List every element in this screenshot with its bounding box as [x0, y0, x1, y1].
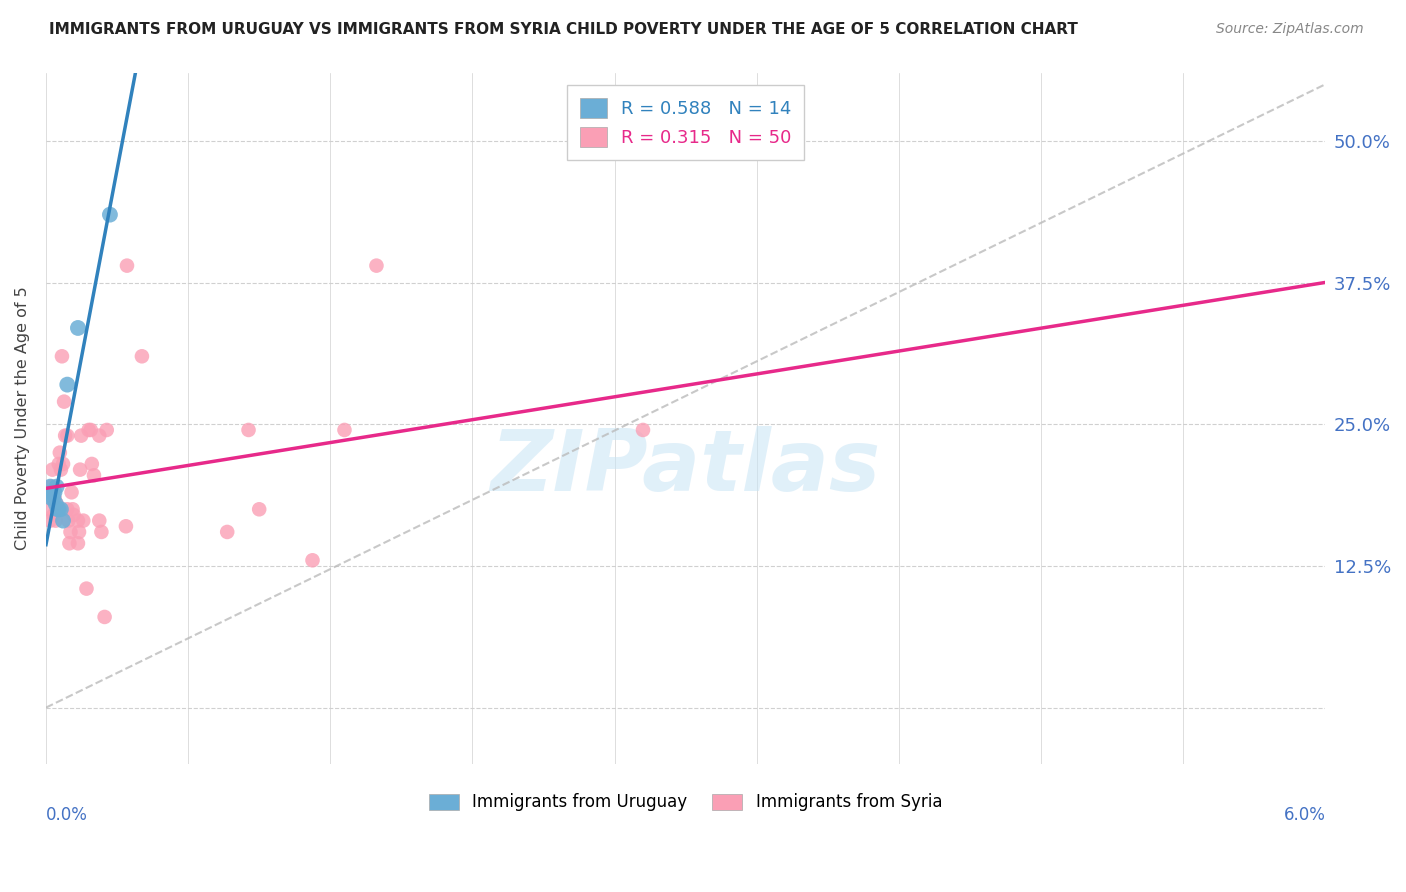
Point — [49, 445, 72, 459]
Point — [58, 536, 80, 550]
Point — [631, 423, 654, 437]
Point — [115, 519, 138, 533]
Text: 0.0%: 0.0% — [46, 805, 87, 823]
Point — [89, 514, 111, 528]
Point — [52, 457, 75, 471]
Text: 6.0%: 6.0% — [1284, 805, 1326, 823]
Point — [46, 502, 69, 516]
Point — [69, 462, 91, 476]
Point — [131, 349, 153, 363]
Point — [77, 423, 100, 437]
Point — [247, 502, 270, 516]
Point — [53, 394, 76, 409]
Point — [39, 514, 62, 528]
Point — [49, 462, 72, 476]
Point — [39, 491, 62, 505]
Y-axis label: Child Poverty Under the Age of 5: Child Poverty Under the Age of 5 — [15, 286, 30, 550]
Point — [83, 468, 105, 483]
Point — [333, 423, 356, 437]
Point — [45, 514, 67, 528]
Point — [62, 508, 84, 522]
Point — [49, 502, 72, 516]
Text: ZIPatlas: ZIPatlas — [491, 425, 880, 508]
Point — [48, 457, 70, 471]
Point — [41, 485, 63, 500]
Point — [56, 377, 79, 392]
Point — [59, 524, 82, 539]
Point — [42, 491, 65, 505]
Point — [70, 428, 93, 442]
Point — [53, 428, 76, 442]
Point — [301, 553, 323, 567]
Text: Source: ZipAtlas.com: Source: ZipAtlas.com — [1216, 22, 1364, 37]
Point — [238, 423, 260, 437]
Point — [217, 524, 239, 539]
Point — [96, 423, 118, 437]
Point — [76, 582, 98, 596]
Point — [39, 480, 62, 494]
Point — [89, 428, 111, 442]
Point — [39, 480, 62, 494]
Point — [366, 259, 388, 273]
Point — [38, 502, 60, 516]
Point — [66, 536, 89, 550]
Point — [51, 349, 73, 363]
Point — [72, 514, 94, 528]
Point — [80, 457, 103, 471]
Point — [37, 485, 59, 500]
Point — [52, 514, 75, 528]
Point — [66, 321, 89, 335]
Point — [90, 524, 112, 539]
Point — [98, 208, 121, 222]
Point — [45, 497, 67, 511]
Text: IMMIGRANTS FROM URUGUAY VS IMMIGRANTS FROM SYRIA CHILD POVERTY UNDER THE AGE OF : IMMIGRANTS FROM URUGUAY VS IMMIGRANTS FR… — [49, 22, 1078, 37]
Point — [58, 514, 80, 528]
Point — [48, 502, 70, 516]
Point — [62, 502, 84, 516]
Point — [80, 423, 103, 437]
Point — [44, 485, 66, 500]
Point — [66, 514, 89, 528]
Point — [45, 497, 67, 511]
Point — [56, 502, 79, 516]
Legend: R = 0.588   N = 14, R = 0.315   N = 50: R = 0.588 N = 14, R = 0.315 N = 50 — [567, 86, 804, 160]
Point — [56, 428, 79, 442]
Point — [41, 462, 63, 476]
Point — [93, 610, 115, 624]
Point — [67, 524, 90, 539]
Point — [45, 480, 67, 494]
Point — [60, 485, 83, 500]
Point — [44, 491, 66, 505]
Point — [115, 259, 138, 273]
Point — [42, 508, 65, 522]
